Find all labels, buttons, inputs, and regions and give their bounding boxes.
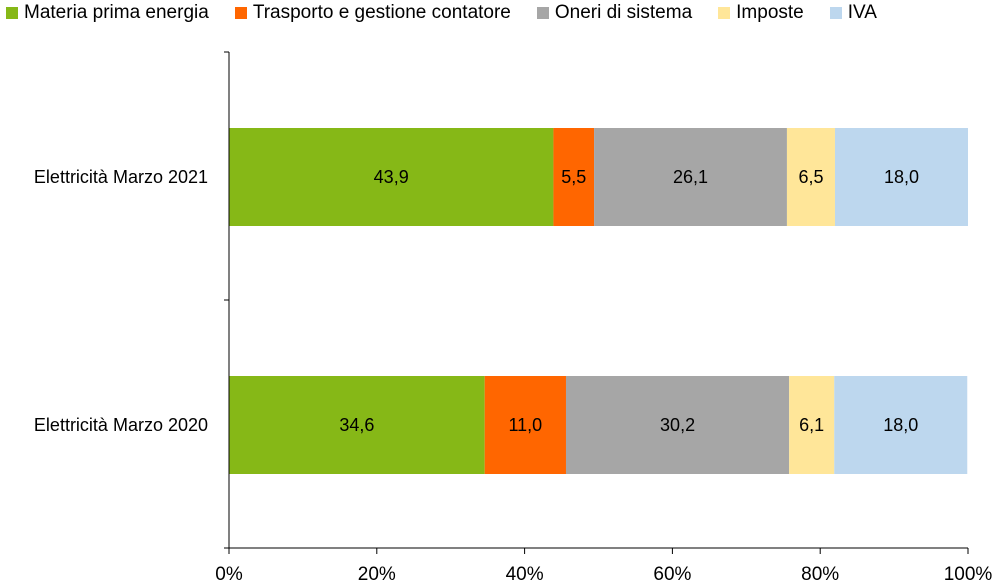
value-axis-tick-label: 40% [506,564,544,585]
bar-segment [553,128,595,226]
bar-data-label: 26,1 [673,167,708,187]
value-axis-tick-label: 20% [358,564,396,585]
legend-label-iva: IVA [847,2,877,23]
legend-item-iva: IVA [829,2,877,24]
bar-segment [229,376,485,474]
legend-item-oneri: Oneri di sistema [536,2,693,24]
bar-segment [565,376,790,474]
bar-segment [786,128,835,226]
category-label: Elettricità Marzo 2021 [34,167,208,187]
legend-swatch-materia-prima [6,7,18,19]
value-axis-tick-label: 80% [801,564,839,585]
legend-swatch-trasporto [234,7,247,19]
bar-segment [834,128,968,226]
bar-data-label: 43,9 [374,167,409,187]
bar-data-label: 11,0 [508,415,542,435]
bar-data-label: 5,5 [561,167,586,187]
value-axis-tick-label: 0% [215,564,243,585]
legend-label-imposte: Imposte [736,2,804,23]
legend-label-materia-prima: Materia prima energia [24,2,209,23]
value-axis-tick-label: 100% [944,564,993,585]
chart-legend: Materia prima energia Trasporto e gestio… [6,2,877,24]
legend-item-trasporto: Trasporto e gestione contatore [234,2,511,24]
bar-data-label: 18,0 [883,415,918,435]
bar-data-label: 6,1 [799,415,824,435]
bar-segment [834,376,968,474]
bar-segment [594,128,787,226]
bar-data-label: 34,6 [339,415,374,435]
bar-segment [229,128,554,226]
category-label: Elettricità Marzo 2020 [34,415,208,435]
legend-swatch-oneri [536,7,549,19]
legend-item-materia-prima: Materia prima energia [6,2,209,24]
legend-label-trasporto: Trasporto e gestione contatore [252,2,511,23]
bar-data-label: 18,0 [884,167,919,187]
legend-item-imposte: Imposte [718,2,804,24]
legend-swatch-imposte [718,7,731,19]
value-axis-tick-label: 60% [653,564,691,585]
legend-swatch-iva [829,7,842,19]
bar-data-label: 6,5 [798,167,823,187]
bar-segment [484,376,566,474]
legend-label-oneri: Oneri di sistema [554,2,693,23]
bar-data-label: 30,2 [660,415,695,435]
bar-segment [789,376,835,474]
